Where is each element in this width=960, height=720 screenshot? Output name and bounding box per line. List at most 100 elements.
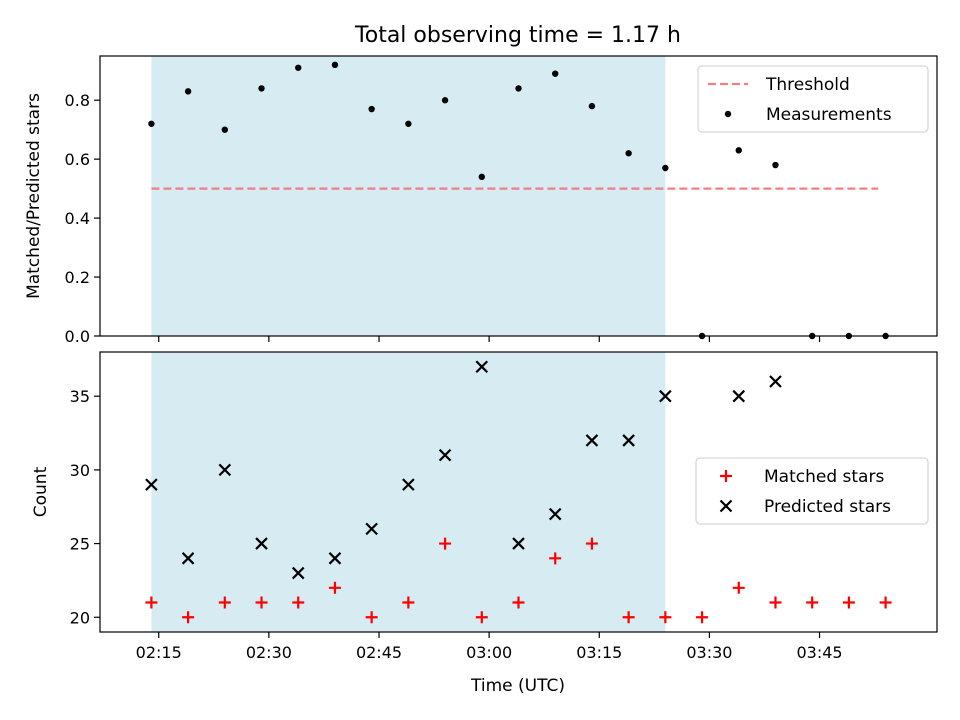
legend-label: Predicted stars [764, 497, 891, 517]
legend-swatch [719, 499, 733, 513]
series-predicted-stars [145, 360, 782, 580]
data-point [585, 434, 599, 447]
y-tick-label: 0.8 [65, 91, 90, 110]
data-point [365, 522, 378, 536]
data-point [769, 375, 782, 388]
data-point [402, 596, 415, 609]
legend: Matched stars Predicted stars [695, 457, 929, 525]
data-point [145, 478, 158, 491]
data-point [732, 581, 745, 594]
data-point [552, 70, 559, 77]
x-axis-label: Time (UTC) [470, 676, 565, 696]
data-point [218, 463, 232, 477]
data-point [696, 611, 709, 624]
data-point [221, 126, 229, 133]
x-tick-label: 02:15 [136, 643, 182, 662]
data-point [475, 611, 488, 624]
legend-box [697, 65, 929, 133]
data-point [659, 611, 672, 624]
data-point [842, 596, 855, 609]
legend-label: Measurements [766, 105, 892, 125]
legend-swatch [724, 110, 732, 118]
legend-swatch [720, 470, 732, 482]
data-point [585, 537, 598, 550]
y-tick-label: 0.4 [65, 209, 90, 228]
legend-entry: Threshold [708, 75, 850, 95]
data-point [148, 120, 155, 127]
y-tick-label: 0.2 [65, 268, 90, 287]
legend: Threshold Measurements [697, 65, 929, 133]
data-point [181, 552, 195, 565]
data-point [291, 566, 305, 580]
bottom-y-axis-label: Count [31, 466, 51, 517]
observing-window-band [151, 56, 666, 336]
data-point [255, 596, 268, 609]
data-point [184, 88, 192, 95]
x-tick-label: 03:30 [686, 643, 732, 662]
chart-title: Total observing time = 1.17 h [354, 23, 681, 48]
data-point [439, 537, 452, 550]
axes-frame [99, 55, 938, 337]
observing-window-band [151, 352, 666, 632]
x-tick-label: 03:15 [576, 643, 622, 662]
x-tick-label: 02:30 [246, 643, 292, 662]
data-point [622, 611, 635, 624]
data-point [258, 85, 265, 92]
y-tick-label: 35 [70, 387, 90, 406]
legend-label: Matched stars [764, 467, 884, 487]
data-point [292, 596, 305, 609]
data-point [478, 173, 485, 181]
data-point [622, 434, 635, 447]
data-point [769, 596, 782, 609]
y-tick-label: 0.0 [65, 327, 90, 346]
data-point [365, 611, 378, 624]
data-point [331, 61, 339, 69]
data-point [405, 120, 412, 127]
legend-label: Threshold [765, 75, 850, 95]
y-tick-label: 30 [70, 461, 90, 480]
series-measurements [148, 61, 889, 340]
data-point [879, 596, 892, 609]
x-tick-label: 03:45 [796, 643, 842, 662]
data-point [368, 105, 375, 113]
y-tick-label: 25 [70, 535, 90, 554]
data-point [328, 552, 342, 565]
data-point [328, 581, 341, 594]
legend-entry: Matched stars [720, 467, 884, 487]
data-point [772, 161, 779, 169]
data-point [512, 537, 525, 550]
y-tick-label: 0.6 [65, 150, 90, 169]
legend-entry: Measurements [724, 105, 892, 125]
data-point [806, 596, 819, 609]
data-point [548, 507, 562, 521]
legend-entry: Predicted stars [719, 497, 891, 517]
x-tick-label: 03:00 [466, 643, 512, 662]
data-point [549, 552, 562, 565]
top-panel: 0.0 0.2 0.4 0.6 0.8 Threshold Measurements [65, 55, 938, 346]
data-point [218, 596, 231, 609]
data-point [438, 448, 452, 462]
data-point [735, 147, 742, 154]
data-point [295, 64, 302, 71]
data-point [625, 150, 632, 157]
bottom-panel: 20 25 30 35 02:15 02:30 02:45 03:00 03:15 03:30 03… [70, 351, 938, 662]
data-point [515, 85, 522, 92]
y-tick-label: 20 [70, 608, 90, 627]
data-point [255, 537, 268, 550]
data-point [659, 389, 672, 403]
data-point [732, 389, 746, 403]
data-point [145, 596, 158, 609]
x-tick-label: 02:45 [356, 643, 402, 662]
axes-frame [99, 351, 938, 633]
data-point [402, 478, 415, 491]
data-point [441, 97, 449, 104]
data-point [475, 360, 489, 374]
data-point [512, 596, 525, 609]
data-point [662, 164, 669, 172]
series-matched-stars [145, 537, 892, 624]
data-point [588, 102, 596, 110]
legend-box [695, 457, 929, 525]
data-point [182, 611, 195, 624]
top-y-axis-label: Matched/Predicted stars [24, 93, 44, 299]
